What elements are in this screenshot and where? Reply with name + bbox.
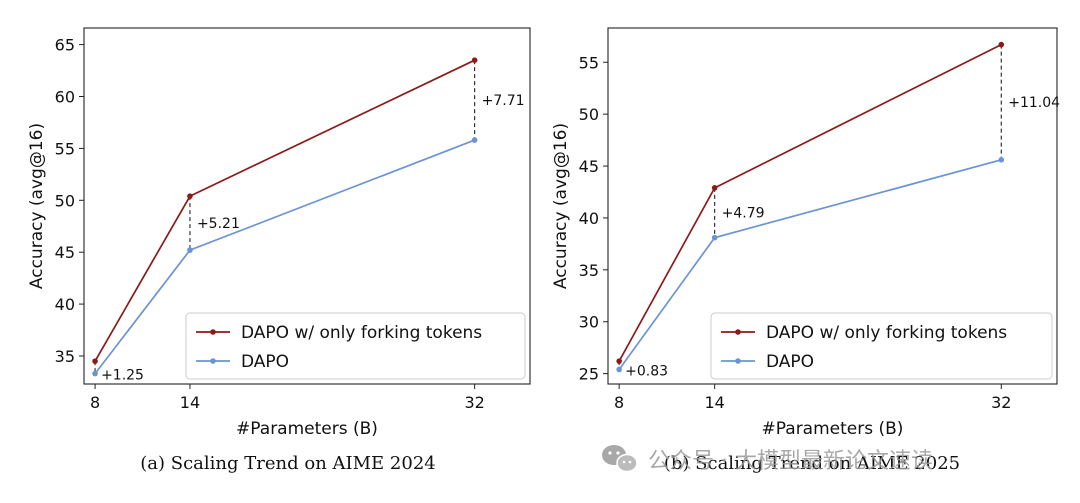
y-axis-label: Accuracy (avg@16) — [551, 123, 571, 289]
legend-marker — [735, 329, 741, 335]
gap-annotation: +11.04 — [1008, 95, 1060, 111]
gap-annotation: +7.71 — [482, 93, 525, 109]
y-tick-label: 30 — [579, 313, 599, 332]
gap-annotation: +5.21 — [197, 216, 240, 232]
x-tick-label: 14 — [180, 393, 200, 412]
data-point-dapo — [187, 247, 193, 253]
y-tick-label: 55 — [579, 53, 599, 72]
gap-annotation: +1.25 — [101, 368, 144, 384]
y-tick-label: 35 — [579, 261, 599, 280]
y-tick-label: 40 — [579, 209, 599, 228]
data-point-dapo-forking — [471, 57, 478, 63]
legend-label: DAPO w/ only forking tokens — [241, 323, 482, 343]
gap-annotation: +4.79 — [722, 206, 765, 222]
y-tick-label: 60 — [55, 88, 75, 107]
x-tick-label: 32 — [991, 393, 1011, 412]
y-tick-label: 45 — [55, 243, 75, 262]
data-point-dapo — [616, 366, 622, 373]
panel-b: 25 30 35 40 45 50 55 8 14 32 #Parameters (B) Accura… — [551, 27, 1060, 474]
x-tick-label: 8 — [614, 393, 624, 412]
plot-frame — [83, 27, 531, 385]
data-point-dapo-forking — [92, 358, 98, 364]
y-tick-label: 50 — [579, 105, 599, 124]
watermark: 公众号 · 大模型最新论文速读 — [602, 445, 933, 474]
legend-marker — [210, 329, 216, 335]
x-tick-label: 14 — [704, 393, 724, 412]
panel-a: 35 40 45 50 55 60 65 8 14 32 #Parameters (B) Accura… — [27, 27, 531, 474]
x-axis-label: #Parameters (B) — [762, 419, 904, 439]
data-point-dapo — [471, 137, 478, 143]
y-tick-label: 65 — [55, 36, 75, 55]
y-tick-label: 45 — [579, 157, 599, 176]
y-tick-label: 50 — [55, 191, 75, 210]
legend-label: DAPO w/ only forking tokens — [766, 323, 1007, 343]
y-tick-label: 35 — [55, 347, 75, 366]
panel-caption: (b) Scaling Trend on AIME 2025 — [664, 453, 960, 474]
y-axis-label: Accuracy (avg@16) — [27, 123, 47, 289]
watermark-text: 公众号 · 大模型最新论文速读 — [648, 449, 933, 474]
data-point-dapo-forking — [711, 185, 718, 191]
gap-annotation: +0.83 — [625, 363, 668, 379]
legend-label: DAPO — [766, 352, 814, 372]
legend-box — [185, 312, 526, 380]
data-point-dapo — [711, 234, 718, 241]
x-axis-label: #Parameters (B) — [236, 419, 378, 439]
y-tick-label: 40 — [55, 295, 75, 314]
data-point-dapo — [998, 157, 1005, 163]
y-tick-label: 55 — [55, 139, 75, 158]
legend-marker — [210, 358, 216, 364]
data-point-dapo-forking — [998, 41, 1005, 48]
x-tick-label: 32 — [464, 393, 484, 412]
y-tick-label: 25 — [579, 365, 599, 384]
legend-marker — [735, 358, 741, 364]
x-tick-label: 8 — [90, 393, 100, 412]
wechat-icon — [602, 445, 638, 473]
data-point-dapo-forking — [187, 193, 193, 199]
data-point-dapo — [92, 370, 98, 377]
plot-frame — [607, 27, 1058, 385]
legend-box — [710, 312, 1053, 380]
legend-label: DAPO — [241, 352, 289, 372]
panel-caption: (a) Scaling Trend on AIME 2024 — [140, 453, 435, 474]
data-point-dapo-forking — [616, 358, 622, 364]
